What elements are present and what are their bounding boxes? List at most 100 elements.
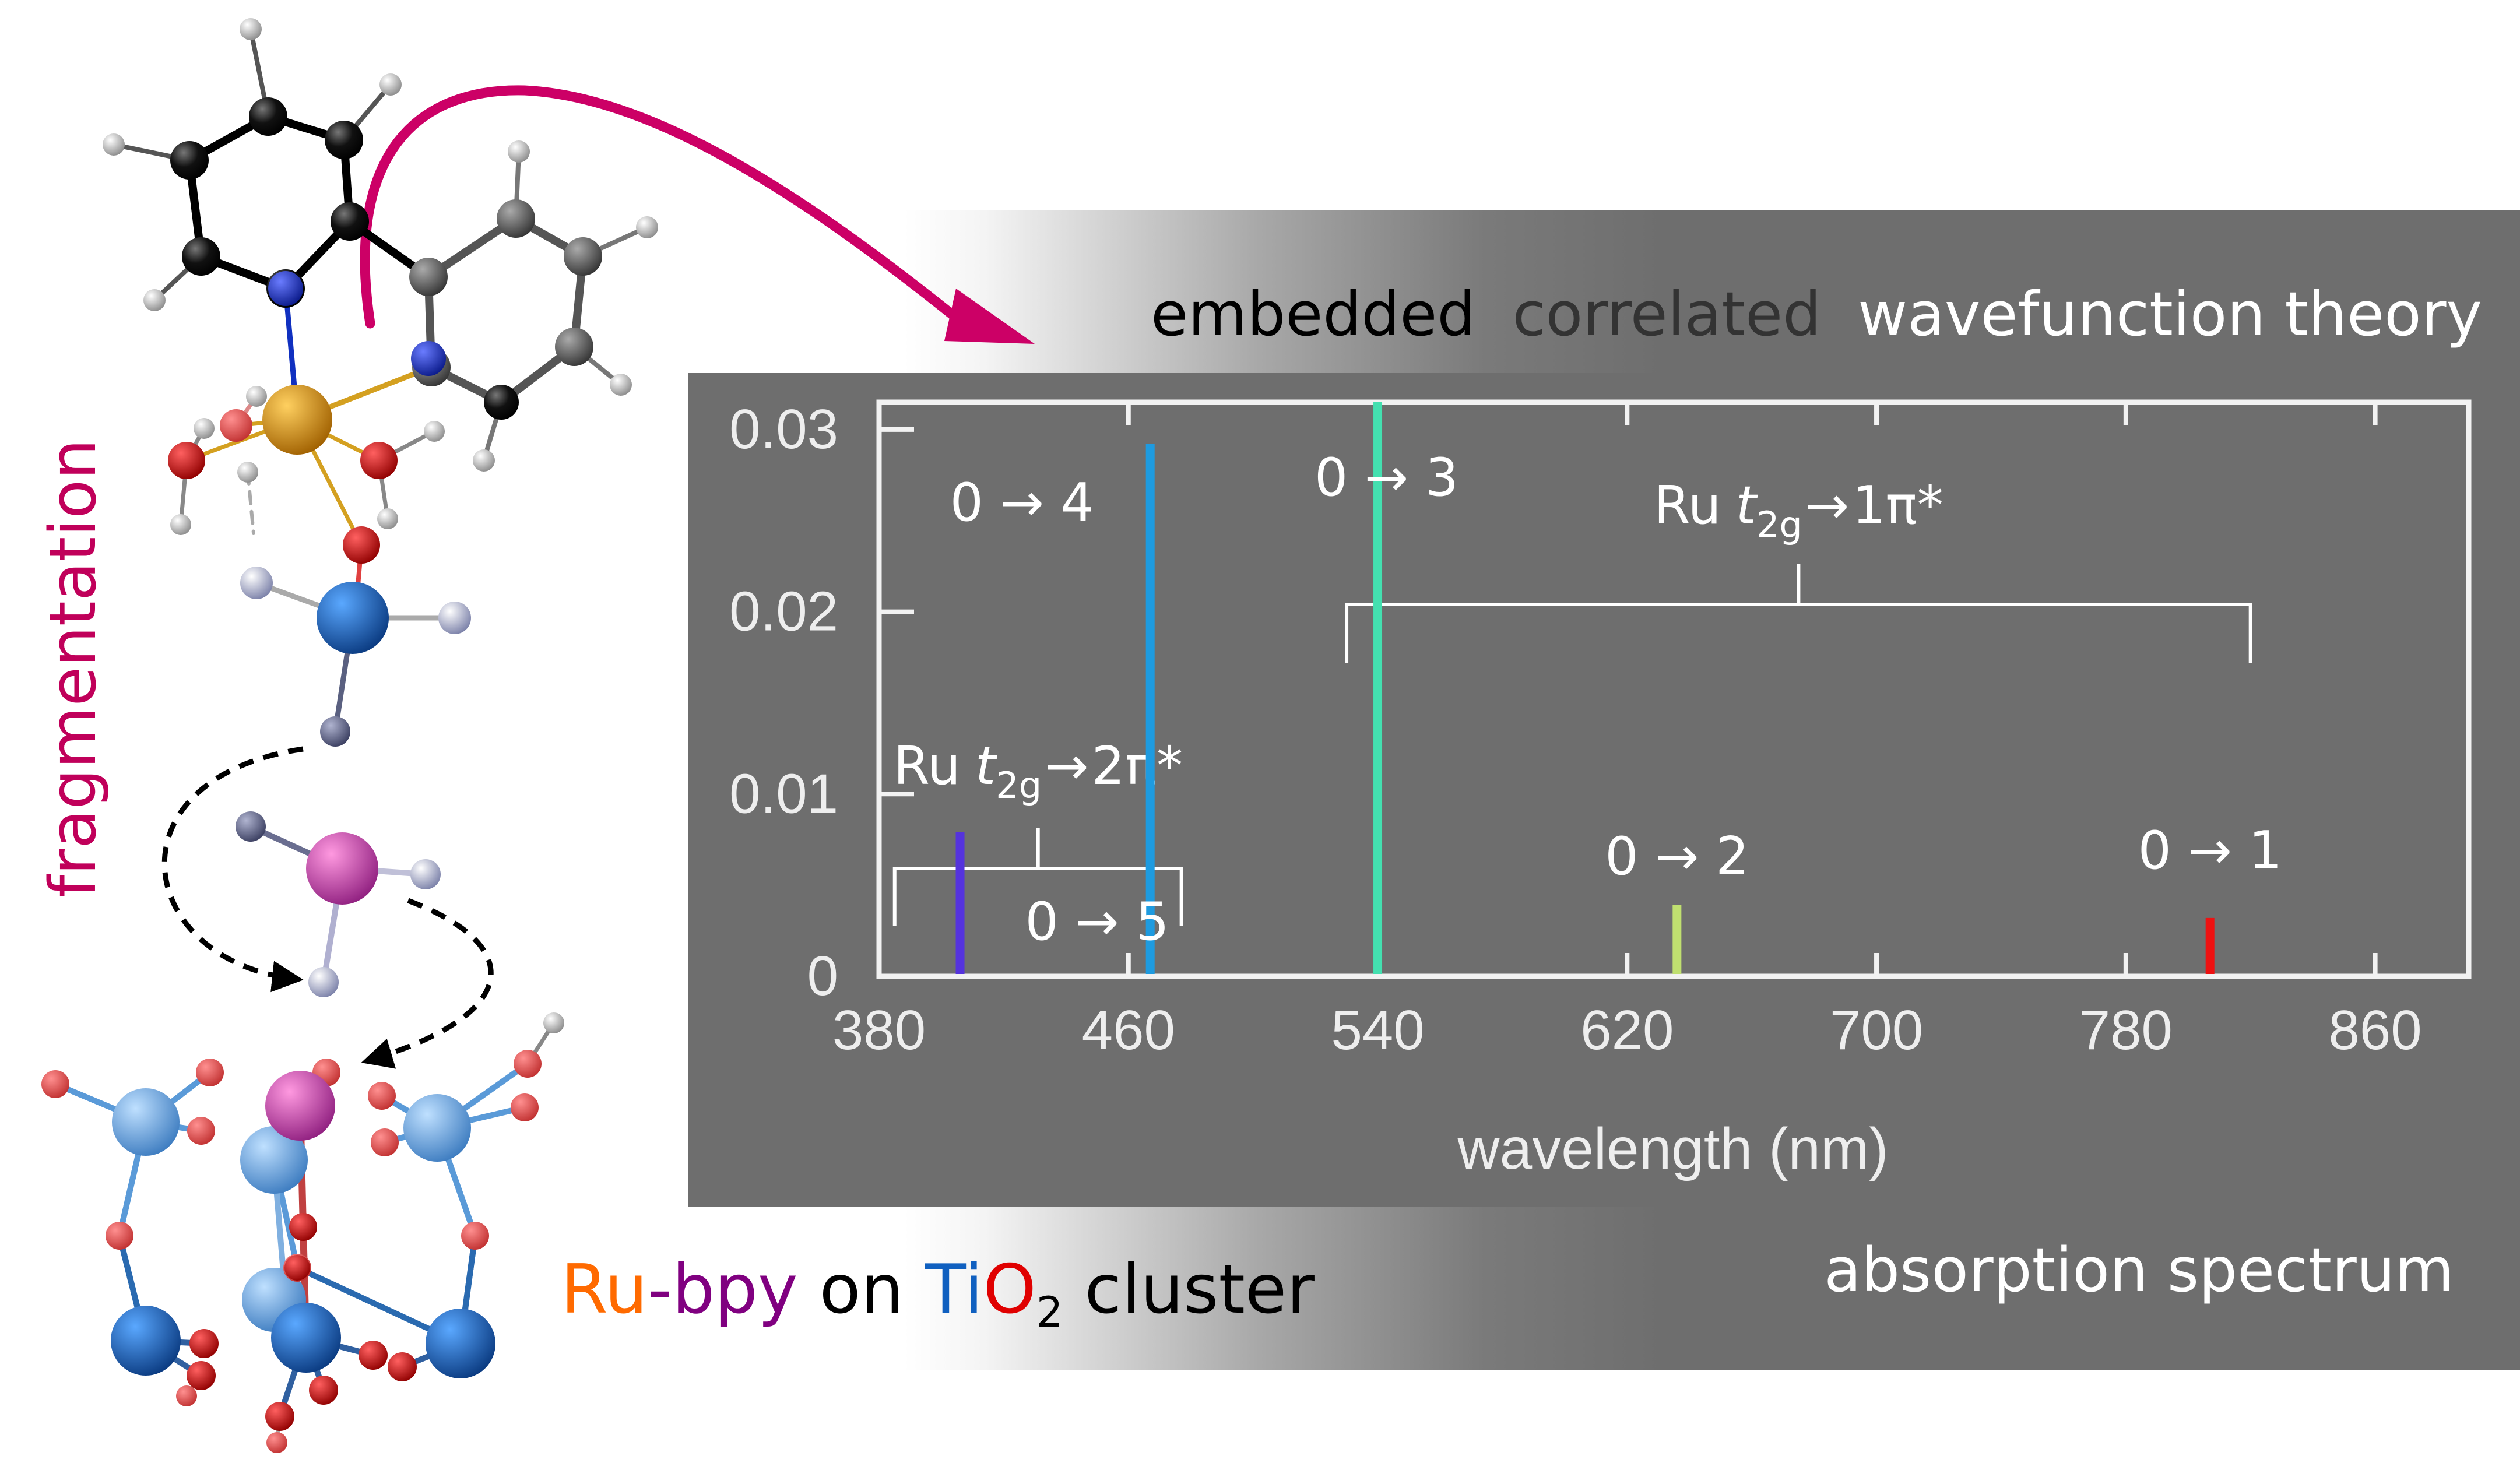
plot-background — [688, 373, 2520, 1207]
caption-dash: - — [648, 1250, 672, 1329]
atom — [236, 811, 266, 842]
fragmentation-label: fragmentation — [36, 439, 110, 898]
caption-on: on — [798, 1250, 925, 1329]
atom — [426, 1309, 495, 1378]
atom — [368, 1082, 396, 1110]
x-tick-label: 540 — [1331, 999, 1424, 1061]
x-tick-label: 380 — [832, 999, 926, 1061]
atom — [189, 1329, 219, 1358]
atom — [461, 1222, 489, 1250]
absorption-spectrum-plot: 0 0.01 0.02 0.03 380 460 540 620 700 780 860 Ru t2… — [688, 373, 2520, 1207]
atom — [262, 385, 332, 455]
atom — [371, 1128, 399, 1156]
atom — [271, 1303, 341, 1373]
atom — [317, 582, 389, 654]
atom — [103, 133, 125, 156]
plot-frame — [876, 399, 2472, 979]
atom — [438, 602, 471, 634]
atom — [265, 1402, 294, 1431]
atom — [41, 1070, 69, 1098]
atom — [170, 514, 191, 535]
atom — [266, 1432, 287, 1453]
atom — [112, 1088, 180, 1156]
atom — [187, 1361, 216, 1390]
method-title: embedded correlated wavefunction theory — [1151, 279, 2482, 350]
x-tick-label: 620 — [1580, 999, 1674, 1061]
x-tick-label: 460 — [1082, 999, 1175, 1061]
atom — [473, 449, 495, 472]
y-axis: 0 0.01 0.02 0.03 — [729, 398, 914, 1007]
atom — [379, 73, 402, 96]
atom — [308, 967, 339, 997]
caption-cluster: cluster — [1063, 1250, 1315, 1329]
x-tick-label: 860 — [2329, 999, 2422, 1061]
group-label: Ru t2g→1π* — [1654, 475, 1943, 546]
atom — [194, 418, 215, 439]
transition-label: 0 → 4 — [950, 472, 1094, 533]
y-tick-label: 0.03 — [729, 398, 838, 460]
atom — [237, 462, 258, 483]
caption-ti: Ti — [925, 1250, 983, 1329]
x-tick-label: 780 — [2079, 999, 2173, 1061]
atom — [170, 141, 209, 180]
atom — [265, 1071, 335, 1141]
atom — [268, 271, 303, 306]
atom — [289, 1213, 317, 1241]
group-label: Ru t2g→2π* — [893, 736, 1183, 807]
atom — [309, 1376, 338, 1405]
atom — [343, 526, 380, 564]
caption-ru: Ru — [561, 1250, 648, 1329]
caption-bpy: bpy — [672, 1250, 798, 1329]
atom — [306, 832, 378, 905]
atom — [388, 1352, 417, 1381]
atom — [636, 216, 658, 238]
atom — [377, 508, 398, 529]
x-axis: 380 460 540 620 700 780 860 — [832, 402, 2422, 1061]
transition-label: 0 → 1 — [2138, 820, 2282, 881]
atom — [497, 199, 535, 238]
spectrum-label: absorption spectrum — [1824, 1235, 2454, 1306]
atom — [543, 1012, 564, 1033]
atom — [106, 1222, 133, 1250]
atom — [610, 374, 632, 396]
atom — [220, 409, 252, 442]
transition-label: 0 → 2 — [1605, 826, 1749, 887]
atom — [176, 1385, 197, 1406]
atom — [403, 1094, 471, 1162]
atom — [111, 1306, 181, 1376]
y-tick-label: 0.01 — [729, 762, 838, 825]
atom — [508, 140, 530, 163]
atom — [246, 386, 267, 407]
atom — [143, 289, 166, 311]
y-tick-label: 0 — [807, 945, 838, 1007]
transition-lines — [955, 402, 2215, 974]
atom — [360, 442, 398, 479]
atom — [409, 258, 448, 296]
atom — [249, 97, 287, 136]
atom — [410, 859, 441, 889]
atom — [182, 237, 220, 276]
atom — [284, 1255, 310, 1281]
atom — [187, 1117, 215, 1145]
x-axis-label: wavelength (nm) — [1457, 1116, 1888, 1181]
atom — [168, 442, 205, 479]
method-word-correlated: correlated — [1513, 279, 1822, 350]
transition-label: 0 → 5 — [1025, 891, 1169, 952]
atom — [411, 341, 446, 376]
atom — [320, 716, 350, 747]
y-tick-label: 0.02 — [729, 581, 838, 643]
atom — [514, 1050, 542, 1078]
atom — [325, 121, 363, 159]
atom — [564, 237, 602, 276]
atom — [555, 328, 593, 366]
atom — [240, 567, 273, 599]
transition-label: 0 → 3 — [1315, 447, 1458, 508]
dashed-arrows — [161, 746, 494, 1069]
atom — [484, 385, 519, 420]
curved-arrow — [360, 85, 1035, 344]
x-tick-label: 700 — [1830, 999, 1923, 1061]
atom — [359, 1341, 388, 1370]
system-caption: Ru-bpy on TiO2 cluster — [561, 1250, 1315, 1337]
caption-o: O — [983, 1250, 1036, 1329]
